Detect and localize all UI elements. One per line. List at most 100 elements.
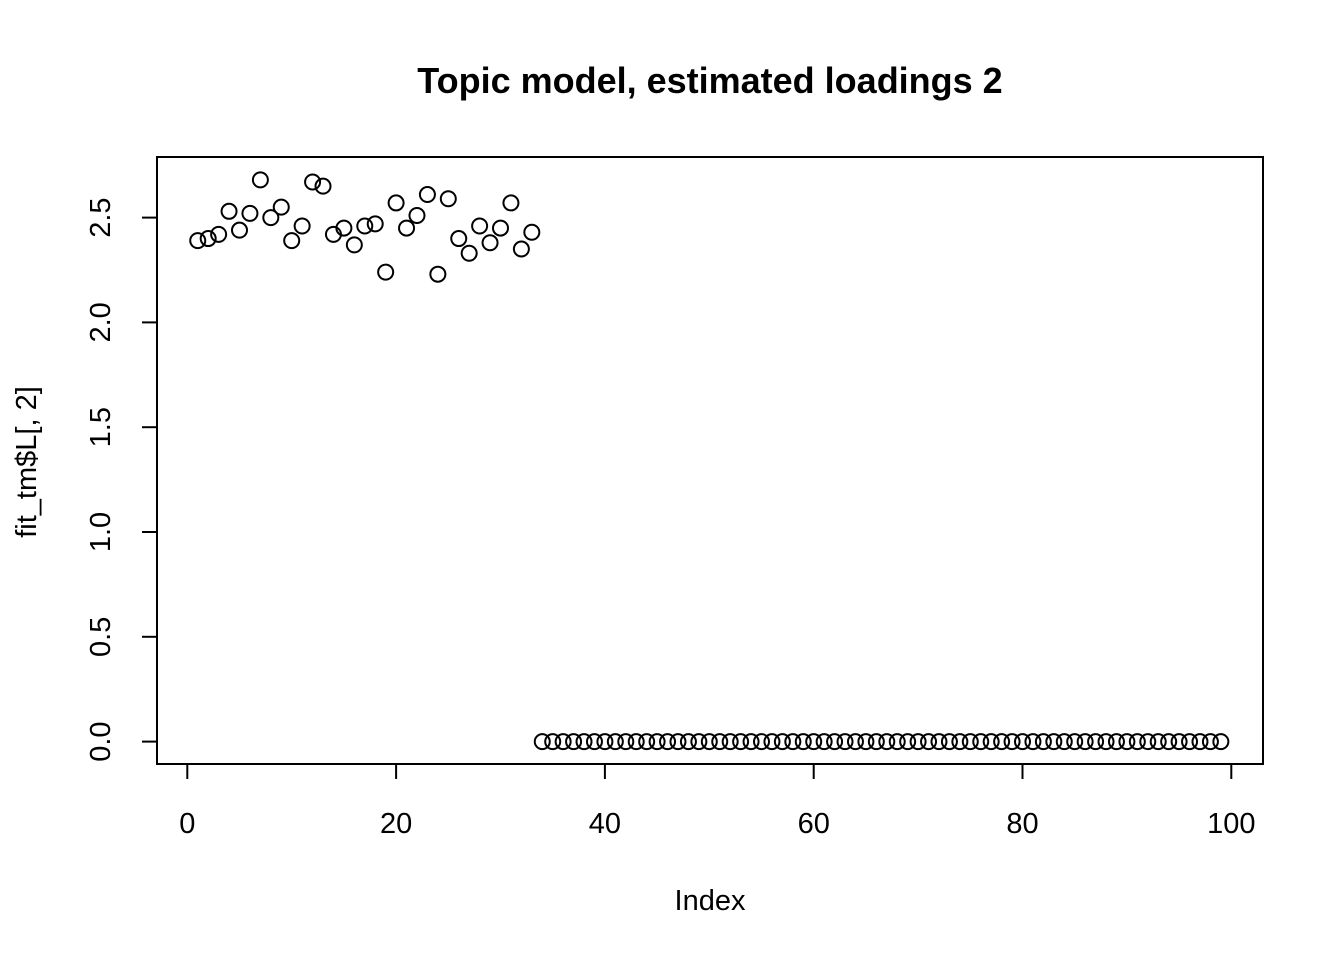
data-point: [1014, 733, 1031, 751]
data-point: [241, 204, 259, 222]
x-axis: 0 20 40 60 80 100: [179, 763, 1255, 840]
data-point: [1181, 733, 1199, 751]
data-point: [293, 217, 311, 235]
data-point: [398, 219, 416, 237]
x-tick-label: 100: [1207, 808, 1255, 840]
data-point: [846, 733, 864, 751]
data-point: [356, 217, 374, 235]
y-tick-label: 0.5: [85, 617, 117, 657]
y-tick-label: 2.0: [85, 302, 117, 342]
data-point: [1003, 733, 1021, 751]
data-point: [690, 733, 708, 751]
data-point: [961, 733, 979, 751]
data-point: [335, 219, 353, 237]
data-point: [418, 186, 436, 204]
data-point: [659, 733, 677, 751]
data-point: [345, 236, 363, 254]
data-point: [189, 232, 207, 250]
data-point: [272, 198, 290, 216]
data-point: [231, 221, 248, 239]
data-point: [304, 173, 322, 191]
data-point: [575, 733, 593, 751]
data-point: [951, 733, 969, 751]
data-point: [920, 733, 938, 751]
data-point: [450, 230, 468, 248]
data-point: [1087, 733, 1105, 751]
data-point: [210, 225, 228, 243]
data-point: [1191, 733, 1209, 751]
data-point: [1066, 733, 1084, 751]
data-point: [638, 733, 656, 751]
data-point: [1118, 733, 1136, 751]
data-point: [1201, 733, 1219, 751]
data-point: [387, 194, 405, 212]
data-point: [794, 733, 812, 751]
data-point: [408, 207, 426, 225]
data-point: [460, 244, 478, 262]
data-point: [512, 240, 530, 258]
data-point: [1055, 733, 1073, 751]
data-point: [888, 733, 906, 751]
data-point: [314, 177, 332, 195]
data-point: [972, 733, 990, 751]
data-point: [669, 733, 687, 751]
data-point: [627, 733, 645, 751]
data-point: [429, 265, 447, 283]
data-point: [700, 733, 718, 751]
data-point: [1149, 733, 1167, 751]
y-tick-label: 1.5: [85, 407, 117, 447]
data-point: [1128, 733, 1146, 751]
data-point: [753, 733, 770, 751]
data-point: [721, 733, 739, 751]
y-tick-label: 1.0: [85, 512, 117, 552]
data-point: [377, 263, 395, 281]
data-point: [523, 223, 541, 241]
data-point: [283, 232, 301, 250]
data-point: [251, 171, 269, 189]
data-point: [826, 733, 844, 751]
data-point: [867, 733, 885, 751]
data-point: [439, 190, 457, 208]
data-point: [199, 230, 217, 248]
chart-title: Topic model, estimated loadings 2: [417, 60, 1002, 101]
plot-frame: [156, 156, 1264, 765]
data-point: [940, 733, 958, 751]
data-point: [533, 733, 551, 751]
x-tick-label: 80: [1006, 808, 1038, 840]
x-axis-label: Index: [675, 885, 746, 917]
x-tick-label: 0: [179, 808, 195, 840]
data-point: [836, 733, 854, 751]
data-point: [1097, 733, 1115, 751]
data-point: [763, 733, 781, 751]
data-point: [220, 202, 238, 220]
data-point: [1139, 733, 1157, 751]
data-point: [1170, 733, 1188, 751]
x-tick-label: 40: [589, 808, 621, 840]
data-point: [930, 733, 948, 751]
data-point: [262, 209, 280, 227]
data-point: [815, 733, 833, 751]
data-point: [554, 733, 572, 751]
data-points: [189, 171, 1230, 751]
y-tick-label: 2.5: [85, 197, 117, 237]
data-point: [857, 733, 875, 751]
data-point: [993, 733, 1011, 751]
x-tick-label: 20: [380, 808, 412, 840]
data-point: [606, 733, 624, 751]
data-point: [732, 733, 750, 751]
y-axis-label: fit_tm$L[, 2]: [11, 386, 43, 538]
data-point: [617, 733, 635, 751]
data-point: [502, 194, 520, 212]
data-point: [899, 733, 917, 751]
data-point: [742, 733, 760, 751]
data-point: [366, 215, 384, 233]
data-point: [481, 234, 499, 252]
data-point: [1024, 733, 1042, 751]
data-point: [1212, 733, 1230, 751]
data-point: [1160, 733, 1178, 751]
y-tick-label: 0.0: [85, 721, 117, 761]
data-point: [784, 733, 802, 751]
data-point: [471, 217, 489, 235]
data-point: [1107, 733, 1125, 751]
